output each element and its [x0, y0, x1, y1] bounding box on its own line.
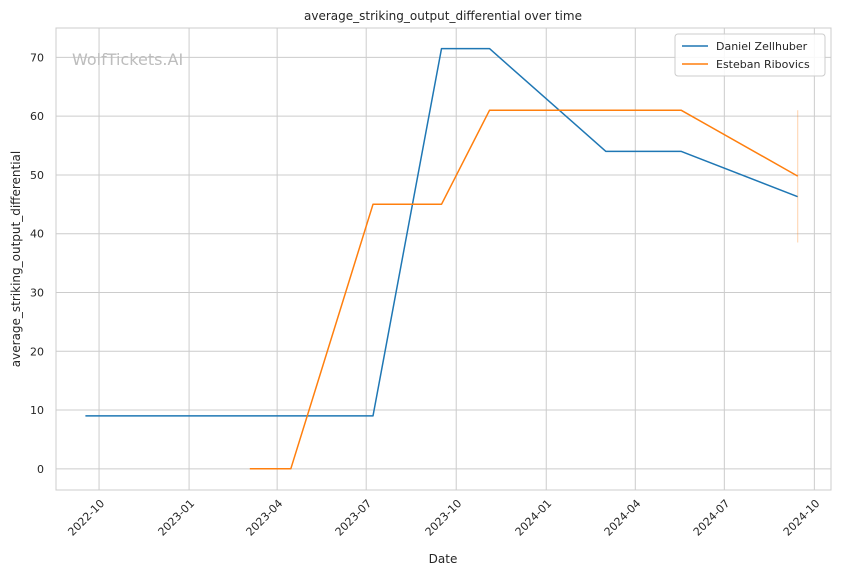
series-line-0: [85, 47, 798, 417]
y-axis-ticks: 0 10 20 30 40 50 60 70: [30, 51, 44, 475]
y-axis-label: average_striking_output_differential: [9, 151, 23, 367]
grid: [56, 28, 831, 490]
y-tick-label: 70: [30, 51, 44, 64]
watermark: WolfTickets.AI: [72, 50, 183, 69]
y-tick-label: 0: [37, 463, 44, 476]
y-tick-label: 60: [30, 110, 44, 123]
y-tick-label: 30: [30, 287, 44, 300]
x-axis-label: Date: [429, 552, 458, 566]
legend-label-daniel-zellhuber: Daniel Zellhuber: [716, 40, 808, 53]
y-tick-label: 50: [30, 169, 44, 182]
legend-box: [674, 33, 826, 77]
plot-frame: [55, 27, 832, 491]
series-line-1: [249, 109, 799, 470]
legend-label-esteban-ribovics: Esteban Ribovics: [716, 58, 810, 71]
y-tick-label: 40: [30, 228, 44, 241]
chart-title: average_striking_output_differential ove…: [304, 9, 582, 23]
plot-area: [56, 28, 831, 490]
series-lines: [85, 47, 799, 470]
y-tick-label: 20: [30, 345, 44, 358]
y-tick-label: 10: [30, 404, 44, 417]
legend: Daniel Zellhuber Esteban Ribovics: [674, 33, 826, 77]
